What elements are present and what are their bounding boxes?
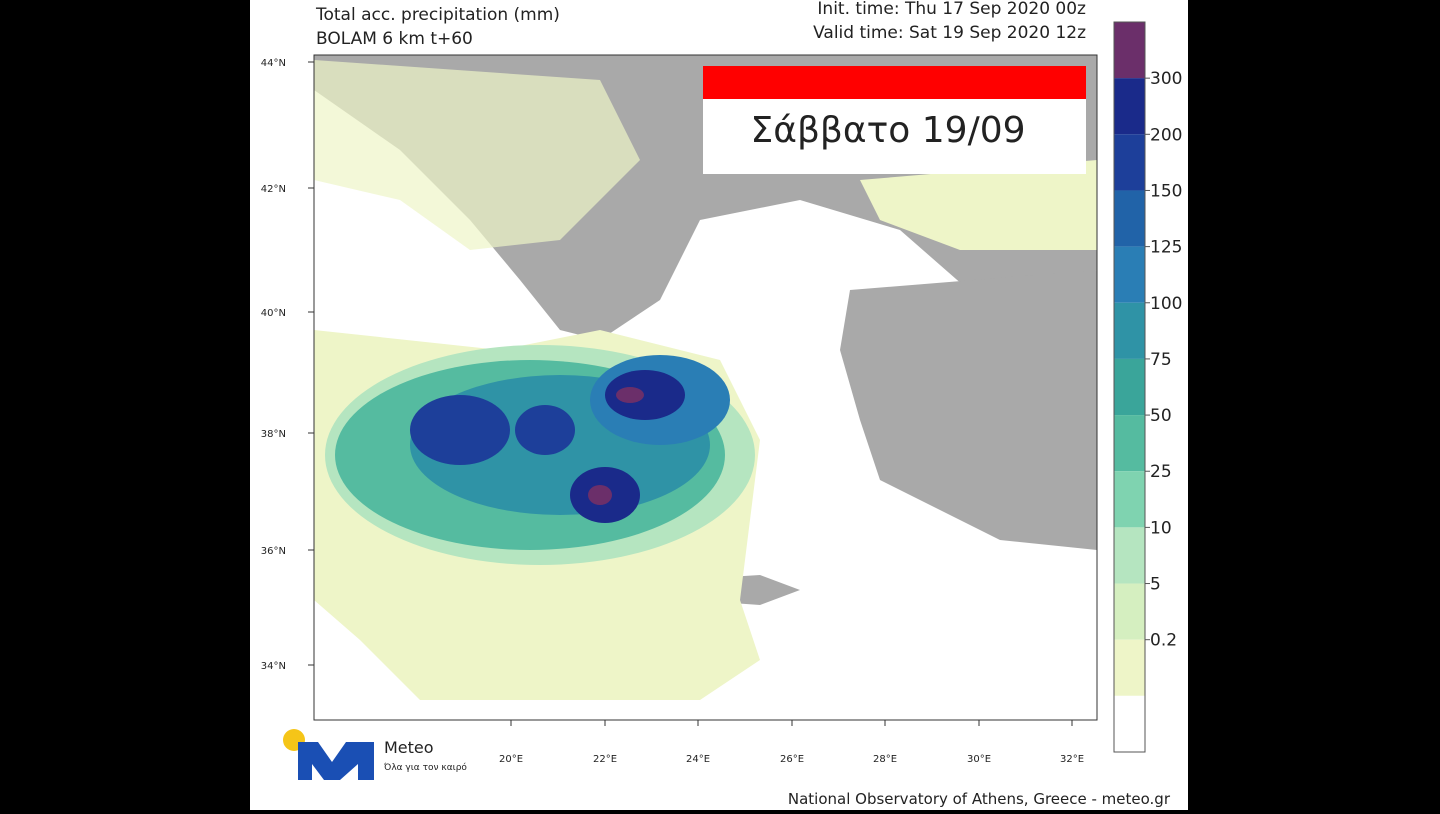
- colorbar-band: [1114, 78, 1145, 135]
- lon-label: 24°E: [686, 754, 710, 765]
- banner-bar: [703, 66, 1086, 99]
- colorbar-band: [1114, 639, 1145, 696]
- logo-mark: [298, 742, 374, 780]
- colorbar-label: 75: [1150, 350, 1172, 370]
- colorbar-band: [1114, 22, 1145, 79]
- colorbar: 300 200 150 125 100 75 50 25 10 5 0.2: [1113, 21, 1182, 753]
- model: BOLAM 6 km t+60: [316, 29, 473, 49]
- colorbar-band: [1114, 471, 1145, 528]
- banner-day: Σάββατο 19/09: [750, 110, 1025, 151]
- colorbar-frame: [1113, 21, 1146, 753]
- colorbar-label: 100: [1150, 294, 1182, 314]
- precip-300: [605, 370, 685, 420]
- colorbar-band: [1114, 583, 1145, 640]
- lon-label: 20°E: [499, 754, 523, 765]
- lat-label: 34°N: [261, 661, 286, 672]
- banner-box: [703, 99, 1086, 174]
- colorbar-band: [1114, 134, 1145, 191]
- colorbar-label: 150: [1150, 181, 1182, 201]
- precip-max: [616, 387, 644, 403]
- lat-label: 42°N: [261, 184, 286, 195]
- valid-time: Valid time: Sat 19 Sep 2020 12z: [813, 23, 1086, 43]
- light-precip: [314, 60, 640, 250]
- colorbar-label: 0.2: [1150, 631, 1177, 651]
- land-precip: [860, 160, 1097, 250]
- logo-name: Meteo: [384, 738, 434, 757]
- land-anatolia: [840, 270, 1097, 550]
- lon-label: 22°E: [593, 754, 617, 765]
- lon-label: 26°E: [780, 754, 804, 765]
- precip-max: [588, 485, 612, 505]
- colorbar-label: 5: [1150, 575, 1161, 595]
- lat-label: 38°N: [261, 429, 286, 440]
- colorbar-band: [1114, 695, 1145, 752]
- lon-label: 32°E: [1060, 754, 1084, 765]
- footer-credit: National Observatory of Athens, Greece -…: [788, 790, 1171, 808]
- lon-label: 30°E: [967, 754, 991, 765]
- colorbar-band: [1114, 415, 1145, 472]
- colorbar-band: [1114, 527, 1145, 584]
- colorbar-label: 50: [1150, 406, 1172, 426]
- precip-300: [515, 405, 575, 455]
- colorbar-label: 300: [1150, 69, 1182, 89]
- colorbar-band: [1114, 246, 1145, 303]
- colorbar-label: 200: [1150, 125, 1182, 145]
- colorbar-band: [1114, 302, 1145, 359]
- map-frame: [313, 54, 1098, 721]
- lat-label: 40°N: [261, 308, 286, 319]
- title: Total acc. precipitation (mm): [315, 5, 560, 25]
- colorbar-band: [1114, 358, 1145, 416]
- lon-label: 28°E: [873, 754, 897, 765]
- precip-300: [410, 395, 510, 465]
- colorbar-label: 125: [1150, 238, 1182, 258]
- colorbar-label: 25: [1150, 462, 1172, 482]
- lat-label: 36°N: [261, 546, 286, 557]
- colorbar-band: [1114, 190, 1145, 247]
- logo-tagline: Όλα για τον καιρό: [383, 762, 467, 773]
- colorbar-label: 10: [1150, 518, 1172, 538]
- lat-label: 44°N: [261, 58, 286, 69]
- init-time: Init. time: Thu 17 Sep 2020 00z: [817, 0, 1086, 19]
